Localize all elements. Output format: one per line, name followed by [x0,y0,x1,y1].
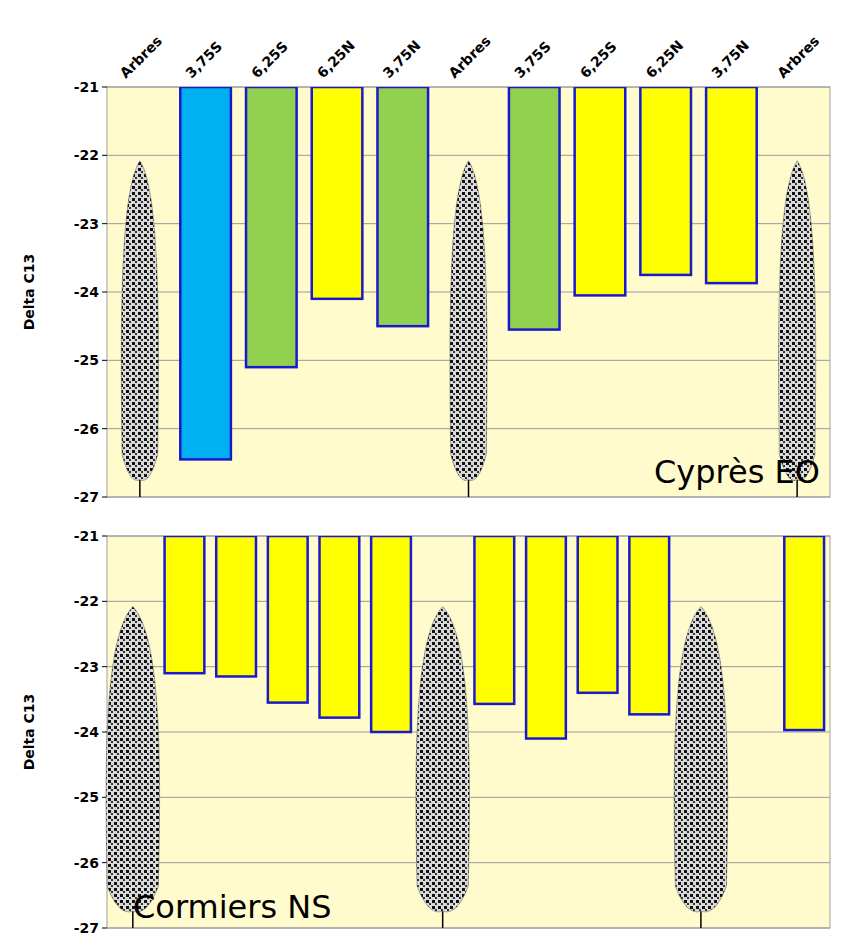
y-tick-label: -23 [74,216,99,232]
bar [216,536,256,676]
bar [706,87,757,283]
bar [578,536,618,693]
panel: -21 -22 -23 -24 -25 -26 -27 Delta C13 Arbres 3,75… [21,33,830,505]
tree [450,161,487,497]
y-axis-title: Delta C13 [21,694,37,771]
panel: -21 -22 -23 -24 -25 -26 -27 Delta C13 Cormiers N… [21,528,830,936]
tick-mark [102,360,107,361]
tree-crown [416,607,470,912]
tree [121,161,158,497]
y-tick-label: -27 [74,489,99,505]
plot-area [107,87,830,497]
y-tick-label: -24 [74,284,100,300]
x-tick-label: 6,25N [642,37,686,81]
bar [526,536,566,739]
tick-mark [102,155,107,156]
bar [320,536,360,718]
y-tick-label: -22 [74,593,99,609]
x-tick-label: Arbres [774,33,822,81]
bar [509,87,560,330]
bar [165,536,205,673]
tree [674,607,728,928]
tick-mark [102,666,107,667]
tree [416,607,470,928]
bar [312,87,363,299]
x-tick-label: 6,25S [248,38,291,81]
bar [377,87,428,326]
bars [165,536,824,739]
bar [575,87,626,295]
tick-mark [102,862,107,863]
tick-mark [102,497,107,498]
x-tick-label: Arbres [117,33,165,81]
bar [268,536,308,703]
x-tick-label: 3,75N [380,37,424,81]
tree-crown [674,607,728,912]
tree-crown [450,161,487,481]
y-tick-label: -25 [74,352,99,368]
y-tick-label: -23 [74,659,99,675]
bar [784,536,824,730]
bar [180,87,231,459]
bar [246,87,297,367]
bar [371,536,411,732]
y-tick-label: -24 [74,724,100,740]
tick-mark [102,536,107,537]
tick-mark [102,292,107,293]
y-tick-label: -25 [74,789,99,805]
grid-line [107,928,830,929]
y-tick-label: -22 [74,147,99,163]
bar [629,536,669,714]
tree-crown [779,161,816,481]
bar [640,87,691,275]
bar [474,536,514,704]
chart: -21 -22 -23 -24 -25 -26 -27 Delta C13 Arbres 3,75… [0,0,846,944]
x-tick-label: 3,75S [182,38,225,81]
tree-crown [106,607,160,912]
plot-area [107,536,830,928]
x-tick-label: Arbres [445,33,493,81]
y-tick-label: -21 [74,79,99,95]
tick-mark [102,732,107,733]
panel-title: Cormiers NS [133,888,332,926]
x-tick-label: 6,25N [314,37,358,81]
bars [180,87,756,459]
panel-title: Cyprès EO [654,453,820,491]
tick-mark [102,87,107,88]
tick-mark [102,928,107,929]
y-tick-label: -26 [74,855,99,871]
y-axis-title: Delta C13 [21,254,37,331]
x-tick-label: 6,25S [577,38,620,81]
y-tick-label: -26 [74,421,99,437]
tree [106,607,160,928]
tick-mark [102,428,107,429]
y-tick-label: -21 [74,528,99,544]
y-tick-label: -27 [74,920,99,936]
tick-mark [102,601,107,602]
tree-crown [121,161,158,481]
tick-mark [102,223,107,224]
x-tick-label: 3,75N [708,37,752,81]
x-tick-label: 3,75S [511,38,554,81]
tree [779,161,816,497]
